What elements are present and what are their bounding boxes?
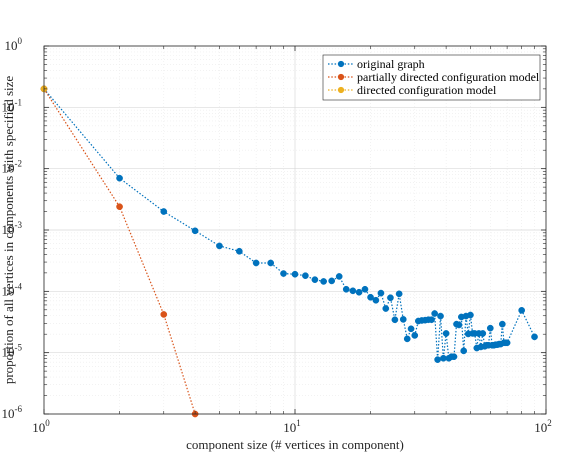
legend-marker: [337, 86, 345, 94]
data-point: [160, 311, 168, 318]
data-point: [399, 316, 407, 323]
ticks-layer: [43, 45, 547, 415]
data-point: [349, 287, 357, 295]
data-point: [372, 296, 380, 304]
data-point: [267, 259, 275, 267]
series-0: [40, 85, 538, 363]
legend-item: directed configuration model: [328, 83, 497, 97]
data-point: [191, 227, 199, 235]
legend-marker: [337, 60, 345, 68]
data-point: [116, 203, 123, 211]
data-point: [320, 278, 327, 285]
data-point: [498, 320, 506, 328]
data-point: [518, 306, 526, 314]
data-point: [367, 293, 374, 301]
data-point: [335, 273, 343, 280]
data-point: [407, 325, 415, 333]
x-tick-label: 100: [32, 418, 50, 435]
data-point: [252, 259, 260, 267]
data-point: [431, 310, 438, 317]
data-point: [328, 277, 336, 285]
x-tick-label: 102: [534, 418, 552, 435]
data-point: [460, 347, 468, 355]
tick-labels: 100 101 102 100 10-1 10-2 10-3 10-4 10-5 10-6: [2, 36, 552, 435]
x-axis-label: component size (# vertices in component): [186, 437, 404, 452]
y-tick-label: 10-3: [2, 220, 23, 237]
y-axis-label: proportion of all vertices in components…: [1, 76, 16, 385]
legend-item: partially directed configuration model: [328, 70, 540, 84]
data-point: [467, 311, 474, 319]
data-point: [361, 285, 369, 293]
y-tick-label: 100: [5, 36, 23, 53]
data-point: [503, 339, 511, 347]
series-line: [43, 88, 196, 415]
data-point: [342, 285, 350, 293]
y-tick-label: 10-2: [2, 159, 23, 176]
legend-item: original graph: [328, 57, 425, 71]
data-point: [302, 272, 309, 280]
data-point: [428, 316, 435, 324]
data-point: [411, 332, 419, 339]
data-point: [280, 270, 287, 277]
data-point: [160, 208, 168, 215]
series-layer: [40, 85, 538, 418]
data-point: [291, 270, 299, 278]
data-point: [486, 324, 494, 332]
data-point: [116, 174, 123, 182]
data-point: [355, 288, 363, 296]
data-point: [395, 290, 403, 298]
data-point: [479, 330, 487, 337]
y-tick-label: 10-4: [2, 281, 23, 298]
data-point: [442, 330, 450, 337]
data-point: [434, 356, 441, 363]
legend-box: [322, 54, 541, 101]
data-point: [311, 276, 319, 284]
y-tick-label: 10-5: [2, 343, 23, 360]
data-point: [387, 294, 394, 302]
data-point: [235, 247, 243, 255]
data-point: [450, 353, 458, 361]
data-point: [531, 333, 538, 341]
y-tick-label: 10-6: [2, 404, 23, 421]
data-point: [403, 335, 411, 343]
y-tick-label: 10-1: [2, 97, 23, 114]
data-point: [216, 242, 223, 250]
legend-label: partially directed configuration model: [357, 70, 540, 84]
data-point: [391, 316, 399, 324]
data-point: [455, 321, 463, 329]
data-point: [377, 289, 385, 297]
legend-label: directed configuration model: [357, 83, 497, 97]
legend-label: original graph: [357, 57, 425, 71]
data-point: [437, 312, 444, 320]
legend-marker: [337, 73, 345, 81]
data-point: [382, 305, 390, 312]
x-tick-label: 101: [283, 418, 301, 435]
